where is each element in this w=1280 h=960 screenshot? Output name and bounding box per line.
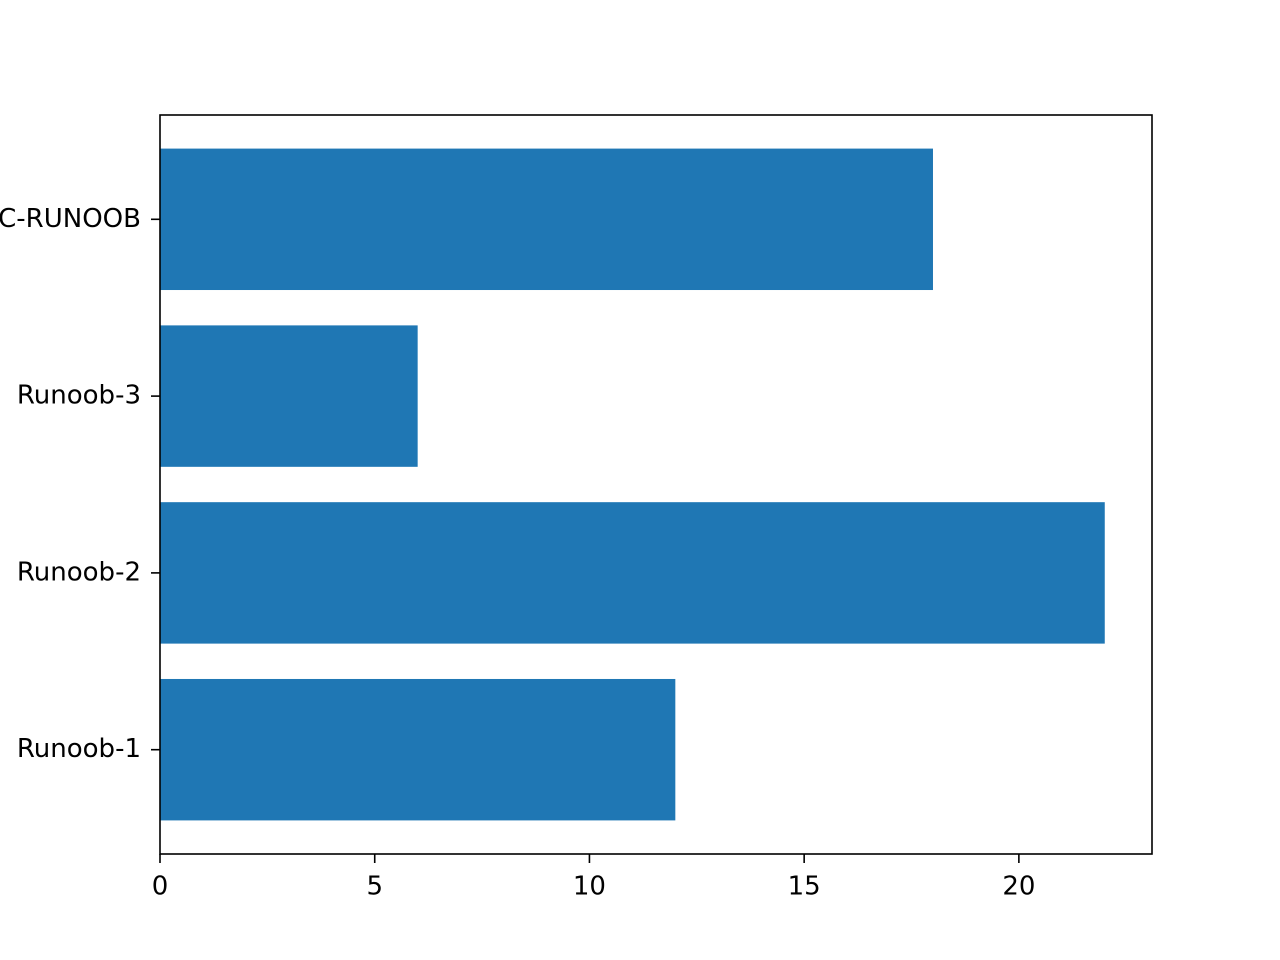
- bar: [160, 148, 933, 291]
- x-tick-label: 10: [573, 872, 606, 902]
- x-tick-label: 0: [152, 872, 169, 902]
- x-tick-label: 20: [1002, 872, 1035, 902]
- bar: [160, 678, 676, 821]
- x-tick-label: 15: [788, 872, 821, 902]
- axes-frame: [159, 114, 1153, 855]
- x-tick-label: 5: [366, 872, 383, 902]
- y-tick-label: Runoob-3: [17, 381, 141, 411]
- plot-area: [160, 148, 1105, 821]
- bar: [160, 325, 418, 467]
- y-tick-label: Runoob-2: [17, 557, 141, 587]
- bar: [160, 502, 1105, 644]
- y-tick-label: Runoob-1: [17, 734, 141, 764]
- y-tick-label: C-RUNOOB: [0, 204, 141, 234]
